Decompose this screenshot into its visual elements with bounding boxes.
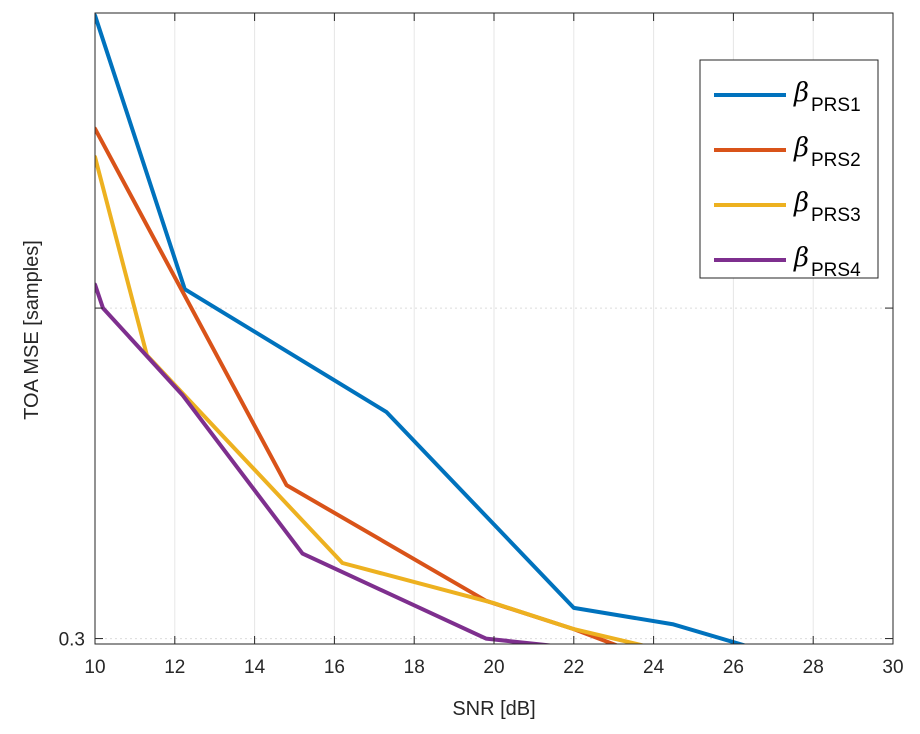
x-tick-label: 22 [563, 657, 584, 678]
x-tick-label: 10 [84, 657, 105, 678]
x-tick-label: 18 [404, 657, 425, 678]
x-tick-label: 30 [882, 657, 903, 678]
x-tick-label: 20 [483, 657, 504, 678]
legend-symbol: β [793, 78, 809, 108]
legend-symbol: β [793, 133, 809, 163]
x-tick-label: 28 [803, 657, 824, 678]
x-tick-label: 16 [324, 657, 345, 678]
series-line-prs4 [95, 282, 556, 644]
axis-ticks: 10 12 14 16 18 20 22 24 26 28 30 0.3 [59, 13, 904, 678]
legend-label-prs2: PRS2 [811, 150, 861, 171]
data-series [95, 13, 747, 644]
y-tick-label: 0.3 [59, 630, 85, 651]
legend-symbol: β [793, 243, 809, 273]
legend-label-prs1: PRS1 [811, 95, 861, 116]
y-axis-title: TOA MSE [samples] [21, 240, 43, 420]
x-tick-label: 26 [723, 657, 744, 678]
series-line-prs3 [95, 155, 646, 644]
x-tick-label: 12 [164, 657, 185, 678]
x-axis-title: SNR [dB] [452, 698, 535, 720]
x-tick-label: 14 [244, 657, 266, 678]
legend-label-prs3: PRS3 [811, 205, 861, 226]
series-line-prs1 [95, 13, 747, 644]
legend-symbol: β [793, 188, 809, 218]
legend-label-prs4: PRS4 [811, 260, 861, 281]
x-tick-label: 24 [643, 657, 665, 678]
